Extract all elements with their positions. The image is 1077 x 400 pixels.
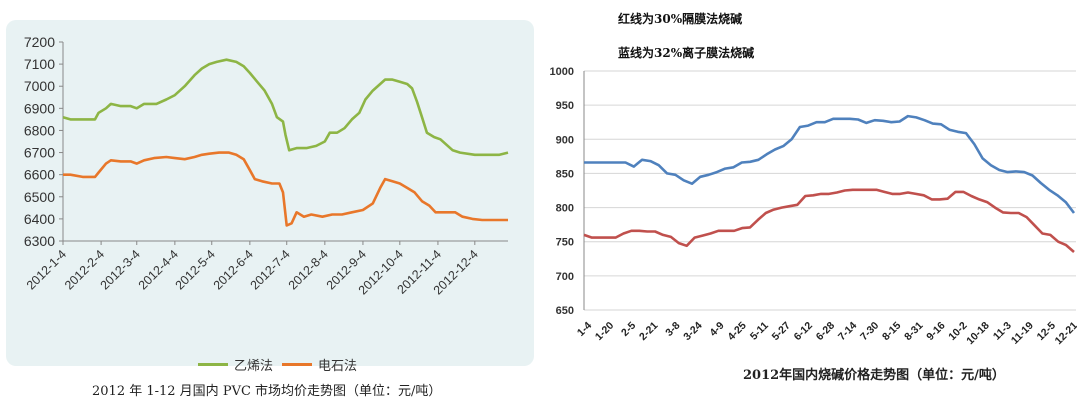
y-tick-label: 7000 (24, 78, 55, 94)
y-tick-label: 950 (556, 100, 574, 112)
y-tick-label: 7200 (24, 34, 55, 50)
x-tick-label: 8-15 (880, 320, 903, 343)
x-tick-label: 9-16 (924, 320, 947, 343)
y-tick-label: 650 (556, 305, 574, 317)
x-tick-label: 2-5 (619, 320, 638, 339)
x-tick-label: 10-18 (964, 320, 992, 348)
x-tick-label: 4-25 (725, 320, 748, 343)
y-tick-label: 700 (556, 271, 574, 283)
blue-line-note: 蓝线为32%离子膜法烧碱 (618, 46, 755, 60)
pvc-chart-panel: 6300 6400 6500 6600 6700 6800 6900 7000 7100 7200… (6, 20, 534, 374)
x-tick-label: 1-20 (593, 320, 616, 343)
series-line-ethylene (62, 58, 509, 157)
x-tick-label: 7-14 (836, 320, 859, 343)
y-tick-label: 900 (556, 134, 574, 146)
y-tick-label: 6400 (24, 211, 55, 227)
x-tick-label: 1-4 (575, 320, 594, 339)
pvc-chart-caption: 2012 年 1-12 月国内 PVC 市场均价走势图（单位：元/吨） (92, 384, 442, 399)
x-tick-label: 7-30 (858, 320, 881, 343)
x-tick-label: 6-12 (792, 320, 815, 343)
legend-item-calcium-carbide: 电石法 (282, 356, 358, 374)
y-tick-label: 800 (556, 203, 574, 215)
red-line-note: 红线为30%隔膜法烧碱 (618, 12, 743, 26)
y-tick-label: 6300 (24, 233, 55, 249)
series-line-diaphragm (583, 188, 1075, 253)
y-tick-label: 7100 (24, 56, 55, 72)
x-tick-label: 2-21 (637, 320, 660, 343)
x-tick-label: 6-28 (814, 320, 837, 343)
y-tick-label: 850 (556, 168, 574, 180)
legend-swatch-calcium-carbide (282, 362, 312, 366)
x-tick-label: 5-11 (748, 320, 771, 343)
x-tick-label: 3-24 (681, 320, 704, 343)
pvc-line-chart: 6300 6400 6500 6600 6700 6800 6900 7000 7100 7200… (24, 34, 509, 297)
legend-item-ethylene: 乙烯法 (198, 356, 274, 374)
x-tick-label: 3-8 (663, 320, 682, 339)
x-tick-label: 11-19 (1009, 320, 1036, 347)
y-tick-label: 750 (556, 237, 574, 249)
y-tick-label: 6600 (24, 167, 55, 183)
y-tick-label: 6700 (24, 145, 55, 161)
series-line-ion-membrane (584, 114, 1076, 214)
legend-label-calcium-carbide: 电石法 (318, 358, 358, 374)
legend-swatch-ethylene (198, 362, 228, 366)
caustic-soda-chart-caption: 2012年国内烧碱价格走势图（单位：元/吨） (743, 368, 1005, 383)
series-line-calcium-carbide (63, 151, 508, 227)
y-tick-label: 6500 (24, 189, 55, 205)
x-tick-label: 8-31 (902, 320, 925, 343)
x-tick-label: 5-27 (770, 320, 793, 343)
x-tick-label: 12-21 (1053, 320, 1077, 348)
y-tick-label: 6900 (24, 100, 55, 116)
x-tick-label: 4-9 (707, 320, 726, 339)
y-tick-label: 1000 (550, 66, 574, 78)
legend-label-ethylene: 乙烯法 (234, 358, 274, 374)
y-tick-label: 6800 (24, 122, 55, 138)
